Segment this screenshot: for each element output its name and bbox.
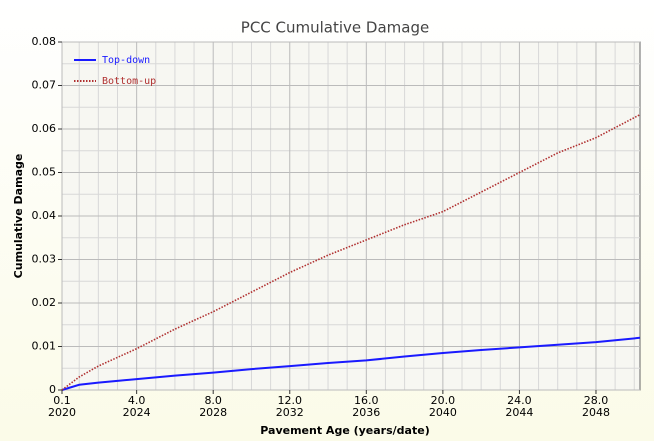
x-tick-label: 24.0 [507, 394, 532, 407]
x-date-label: 2048 [582, 406, 610, 419]
x-date-label: 2036 [352, 406, 380, 419]
legend-label: Top-down [102, 55, 150, 66]
y-tick-label: 0.06 [32, 122, 57, 135]
x-date-label: 2032 [276, 406, 304, 419]
x-tick-label: 8.0 [204, 394, 222, 407]
x-axis-label: Pavement Age (years/date) [260, 424, 429, 437]
x-date-label: 2028 [199, 406, 227, 419]
y-tick-label: 0.08 [32, 35, 57, 48]
y-tick-label: 0.05 [32, 166, 57, 179]
y-tick-label: 0.01 [32, 340, 57, 353]
lines [61, 113, 641, 391]
x-date-label: 2040 [429, 406, 457, 419]
y-tick-label: 0 [49, 383, 56, 396]
y-tick-label: 0.03 [32, 253, 57, 266]
y-tick-label: 0.02 [32, 296, 57, 309]
y-tick-label: 0.04 [32, 209, 57, 222]
x-date-label: 2020 [48, 406, 76, 419]
x-tick-label: 20.0 [431, 394, 456, 407]
y-tick-label: 0.07 [32, 79, 57, 92]
x-date-label: 2044 [505, 406, 533, 419]
y-axis-label: Cumulative Damage [12, 154, 25, 279]
x-tick-label: 0.1 [53, 394, 71, 407]
x-tick-label: 12.0 [278, 394, 303, 407]
legend-label: Bottom-up [102, 76, 156, 87]
x-tick-label: 16.0 [354, 394, 379, 407]
series-line [61, 336, 641, 391]
legend: Top-down Bottom-up [74, 55, 156, 87]
x-tick-label: 28.0 [584, 394, 609, 407]
chart-title: PCC Cumulative Damage [241, 19, 429, 37]
x-date-label: 2024 [123, 406, 151, 419]
x-tick-label: 4.0 [128, 394, 146, 407]
